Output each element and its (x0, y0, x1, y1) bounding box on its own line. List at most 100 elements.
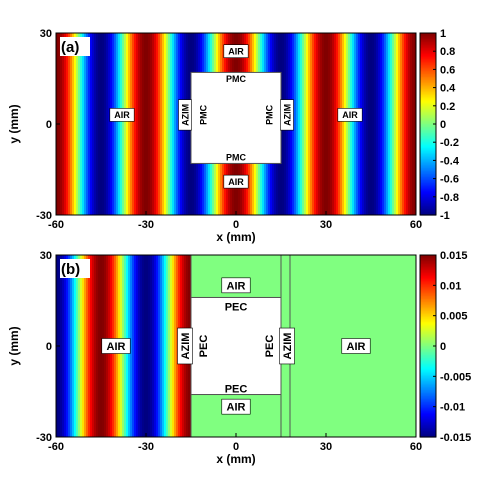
field-stripe (322, 33, 325, 215)
x-tick-label: 60 (410, 219, 422, 231)
field-stripe (156, 33, 159, 215)
y-tick-label: -30 (36, 432, 52, 444)
colorbar-segment (420, 288, 436, 291)
colorbar-segment (420, 282, 436, 285)
colorbar-segment (420, 157, 436, 160)
field-stripe (156, 255, 159, 437)
field-stripe (176, 33, 179, 215)
panel-a-colorbar: 1 0.8 0.6 0.4 0.2 0 -0.2 -0.4 -0.6 -0.8 -1 (419, 28, 460, 222)
colorbar-tick-label: -0.6 (440, 174, 459, 186)
colorbar-segment (420, 174, 436, 177)
region-label-box (178, 99, 192, 131)
colorbar-segment (420, 317, 436, 320)
field-stripe (108, 33, 111, 215)
region-label-box (223, 174, 249, 189)
colorbar-segment (420, 285, 436, 288)
colorbar-segment (420, 300, 436, 303)
colorbar-segment (420, 411, 436, 414)
field-stripe (146, 255, 149, 437)
field-stripe (84, 33, 87, 215)
colorbar-segment (420, 429, 436, 432)
colorbar-segment (420, 385, 436, 388)
colorbar-segment (420, 164, 436, 168)
y-tick-label: 30 (40, 28, 52, 40)
colorbar-tick-label: 0.4 (440, 83, 456, 95)
panel-a-x-ticks: -60 -30 0 30 60 (48, 211, 422, 231)
colorbar-segment (420, 45, 436, 48)
field-stripe (162, 255, 165, 437)
colorbar-segment (420, 143, 436, 146)
colorbar-segment (420, 105, 436, 108)
field-stripe (64, 255, 67, 437)
colorbar-segment (420, 52, 436, 55)
field-stripe (316, 33, 319, 215)
colorbar-segment (420, 127, 436, 130)
field-stripe (318, 33, 321, 215)
colorbar-segment (420, 67, 436, 70)
field-stripe (88, 255, 91, 437)
field-stripe (150, 255, 153, 437)
colorbar-segment (420, 107, 436, 110)
colorbar-segment (420, 321, 436, 324)
colorbar-segment (420, 75, 436, 78)
colorbar-segment (420, 430, 436, 434)
colorbar-segment (420, 193, 436, 196)
region-label: AZIM (177, 327, 193, 365)
colorbar-segment (420, 341, 436, 344)
field-stripe (368, 33, 371, 215)
colorbar-segment (420, 409, 436, 412)
colorbar-segment (420, 380, 436, 383)
colorbar-segment (420, 279, 436, 282)
colorbar-segment (420, 166, 436, 169)
region-label-box (279, 327, 295, 365)
field-stripe (62, 33, 65, 215)
colorbar-segment (420, 117, 436, 121)
colorbar-segment (420, 42, 436, 45)
colorbar-segment (420, 119, 436, 122)
region-label-text: PEC (264, 335, 276, 358)
field-stripe (96, 33, 99, 215)
colorbar-segment (420, 394, 436, 397)
colorbar-tick-label: -0.015 (440, 432, 471, 444)
field-stripe (336, 33, 339, 215)
colorbar-segment (420, 292, 436, 296)
panel-b-colorbar: 0.015 0.01 0.005 0 -0.005 -0.01 -0.015 (419, 250, 471, 444)
colorbar-segment (420, 137, 436, 140)
region-label-text: AZIM (180, 333, 192, 360)
field-stripe (174, 255, 177, 437)
field-stripe (354, 33, 357, 215)
region-label: PEC (225, 383, 248, 395)
field-stripe (378, 33, 381, 215)
field-stripe (86, 255, 89, 437)
field-stripe (94, 33, 97, 215)
field-stripe (312, 33, 315, 215)
colorbar-segment (420, 294, 436, 297)
colorbar-segment (420, 368, 436, 371)
colorbar-segment (420, 102, 436, 105)
field-stripe (374, 33, 377, 215)
colorbar-segment (420, 196, 436, 199)
colorbar-segment (420, 326, 436, 329)
field-stripe (134, 33, 137, 215)
colorbar-segment (420, 181, 436, 184)
region-label-text: AZIM (282, 104, 292, 126)
colorbar-segment (420, 131, 436, 134)
field-stripe (70, 33, 73, 215)
colorbar-segment (420, 335, 436, 338)
region-label: AZIM (279, 327, 295, 365)
field-stripe (144, 255, 147, 437)
colorbar-tick-label: 0.01 (440, 280, 461, 292)
colorbar-segment (420, 192, 436, 195)
colorbar-segment (420, 183, 436, 186)
field-stripe (356, 33, 359, 215)
panel-label-bg (60, 259, 90, 278)
region-label-text: AZIM (180, 104, 190, 126)
field-stripe (400, 33, 403, 215)
region-label-text: PMC (198, 104, 208, 125)
colorbar-segment (420, 167, 436, 171)
colorbar-segment (420, 414, 436, 417)
field-stripe (398, 33, 401, 215)
field-stripe (124, 33, 127, 215)
panel-b-label: (b) (61, 261, 80, 278)
